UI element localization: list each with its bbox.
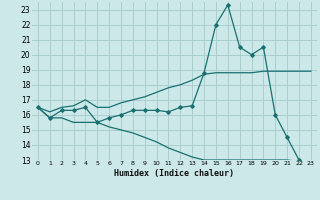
X-axis label: Humidex (Indice chaleur): Humidex (Indice chaleur)	[115, 169, 234, 178]
